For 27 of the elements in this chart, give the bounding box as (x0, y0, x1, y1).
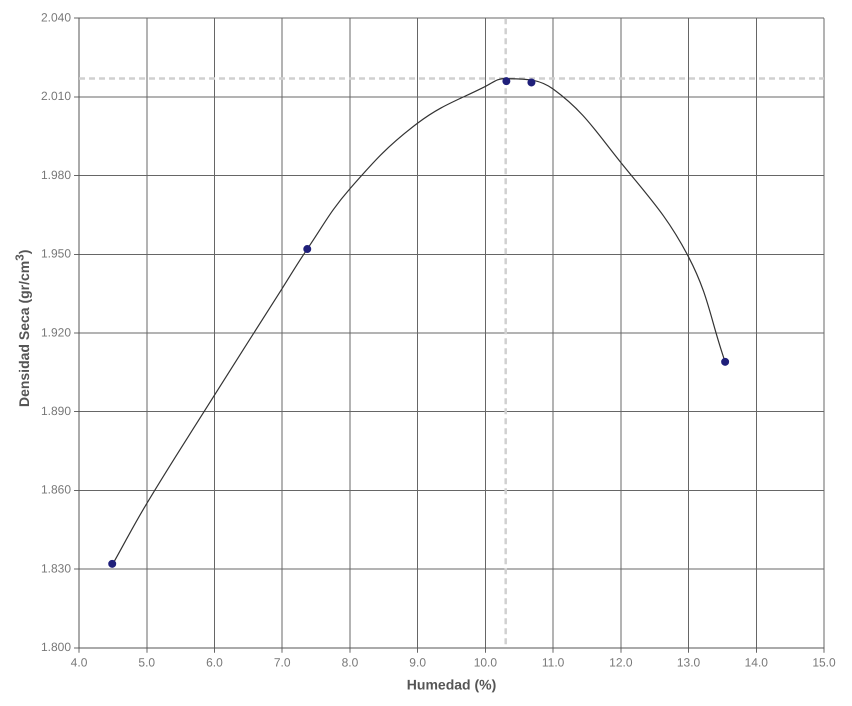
point (303, 245, 312, 254)
point (108, 560, 116, 568)
x-tick-label: 12.0 (609, 655, 633, 670)
y-tick-label: 1.800 (41, 640, 72, 654)
x-tick-label: 10.0 (474, 655, 498, 670)
x-tick-label: 11.0 (542, 655, 565, 670)
y-tick-label: 2.040 (41, 10, 72, 25)
point (721, 358, 730, 366)
y-tick-label: 1.890 (41, 404, 72, 418)
point (527, 78, 536, 86)
x-tick-label: 7.0 (274, 655, 291, 670)
x-tick-label: 14.0 (744, 655, 768, 670)
y-tick-label: 1.950 (41, 246, 72, 261)
x-axis-title: Humedad (%) (406, 676, 496, 692)
x-tick-label: 5.0 (138, 655, 156, 670)
x-tick-label: 15.0 (812, 655, 836, 670)
y-tick-label: 1.830 (41, 561, 72, 576)
y-tick-label: 1.980 (41, 168, 72, 182)
y-tick-label: 2.010 (41, 89, 72, 104)
x-tick-label: 6.0 (206, 655, 224, 670)
point (502, 77, 510, 86)
y-tick-label: 1.920 (41, 325, 72, 340)
x-tick-label: 4.0 (70, 655, 88, 670)
y-tick-label: 1.860 (41, 482, 72, 497)
x-tick-label: 13.0 (676, 655, 701, 670)
x-tick-label: 8.0 (342, 655, 359, 670)
x-tick-label: 9.0 (409, 655, 426, 670)
